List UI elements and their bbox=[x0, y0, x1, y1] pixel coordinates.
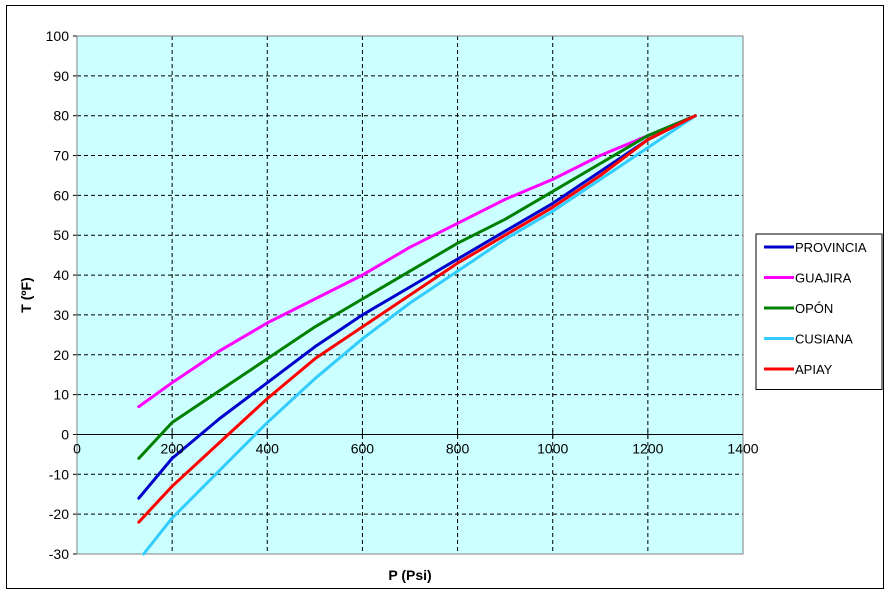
legend-item-apiay: APIAY bbox=[764, 362, 833, 377]
legend-label: GUAJIRA bbox=[795, 271, 852, 286]
series-line-guajira bbox=[137, 114, 697, 409]
y-tick-label: 60 bbox=[53, 187, 69, 203]
x-tick-label: 1000 bbox=[537, 440, 568, 456]
series-line-opón bbox=[137, 114, 697, 460]
y-tick-label: 30 bbox=[53, 307, 69, 323]
legend-label: APIAY bbox=[795, 362, 833, 377]
plot-area-border bbox=[76, 35, 744, 555]
y-tick-label: 0 bbox=[61, 426, 69, 442]
y-tick-label: 100 bbox=[46, 28, 70, 44]
series-line-provincia bbox=[137, 114, 697, 500]
y-tick-label: 70 bbox=[53, 148, 69, 164]
x-tick-label: 0 bbox=[73, 440, 81, 456]
series-line-cusiana bbox=[142, 114, 697, 556]
x-tick-label: 400 bbox=[256, 440, 280, 456]
y-tick-labels: -30 -20 -10 0 10 20 30 40 50 60 70 80 90 100 bbox=[46, 28, 70, 562]
legend-item-provincia: PROVINCIA bbox=[764, 240, 867, 255]
y-tick-label: -20 bbox=[49, 506, 69, 522]
legend-item-cusiana: CUSIANA bbox=[764, 332, 853, 347]
horizontal-gridlines bbox=[73, 35, 743, 555]
y-tick-label: -30 bbox=[49, 546, 69, 562]
legend: PROVINCIA GUAJIRA OPÓN CUSIANA APIAY bbox=[755, 233, 883, 390]
legend-box bbox=[755, 233, 883, 390]
y-axis-title: T (ºF) bbox=[18, 277, 34, 312]
y-tick-label: 20 bbox=[53, 347, 69, 363]
y-tick-label: 50 bbox=[53, 227, 69, 243]
legend-label: OPÓN bbox=[795, 301, 833, 316]
line-chart: 0 200 400 600 800 1000 1200 1400 -30-20-1001020… bbox=[18, 28, 883, 583]
y-tick-label: 90 bbox=[53, 68, 69, 84]
y-tick-label: 80 bbox=[53, 108, 69, 124]
x-tick-label: 600 bbox=[351, 440, 375, 456]
y-tick-label: 40 bbox=[53, 267, 69, 283]
x-tick-label: 800 bbox=[446, 440, 470, 456]
legend-item-guajira: GUAJIRA bbox=[764, 271, 852, 286]
series-line-apiay bbox=[137, 114, 697, 524]
x-axis-title: P (Psi) bbox=[388, 567, 431, 583]
vertical-gridlines bbox=[76, 36, 744, 554]
legend-label: PROVINCIA bbox=[795, 240, 867, 255]
legend-item-opón: OPÓN bbox=[764, 301, 833, 316]
x-tick-label: 200 bbox=[160, 440, 184, 456]
series-lines bbox=[137, 114, 697, 556]
x-tick-label: 1400 bbox=[727, 440, 758, 456]
y-tick-label: -10 bbox=[49, 466, 69, 482]
x-tick-label: 1200 bbox=[632, 440, 663, 456]
legend-label: CUSIANA bbox=[795, 332, 853, 347]
chart-frame: 0 200 400 600 800 1000 1200 1400 -30 -20 -10 0 10 20… bbox=[6, 5, 884, 589]
y-tick-label: 10 bbox=[53, 387, 69, 403]
x-tick-labels: 0 200 400 600 800 1000 1200 1400 bbox=[73, 440, 759, 456]
